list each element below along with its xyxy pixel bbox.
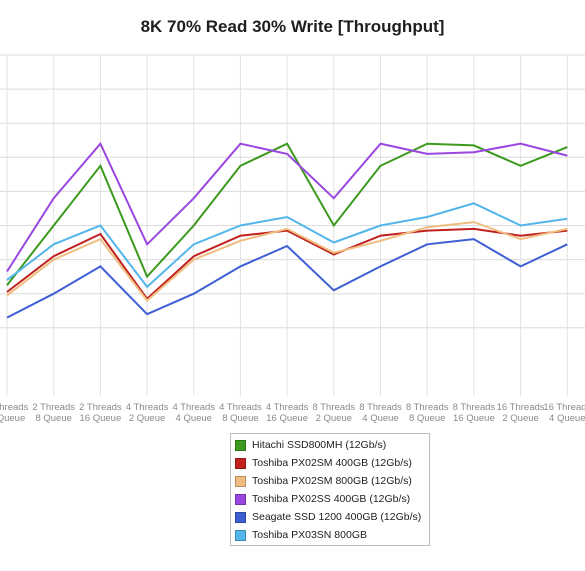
- x-tick-label: 8 Threads 16 Queue: [453, 402, 496, 424]
- legend-swatch: [235, 457, 246, 469]
- legend-item: Seagate SSD 1200 400GB (12Gb/s): [235, 508, 429, 526]
- x-tick-label: 4 Threads 16 Queue: [266, 402, 309, 424]
- x-tick-label: 4 Threads 8 Queue: [219, 402, 262, 424]
- chart-title: 8K 70% Read 30% Write [Throughput]: [140, 17, 445, 36]
- legend-swatch: [235, 475, 246, 487]
- x-tick-label: 2 Threads 16 Queue: [79, 402, 122, 424]
- legend-item: Toshiba PX02SS 400GB (12Gb/s): [235, 490, 429, 508]
- legend-label: Hitachi SSD800MH (12Gb/s): [252, 439, 387, 451]
- legend-item: Toshiba PX02SM 400GB (12Gb/s): [235, 454, 429, 472]
- x-tick-label: 8 Threads 2 Queue: [313, 402, 356, 424]
- legend-label: Toshiba PX02SS 400GB (12Gb/s): [252, 493, 411, 505]
- legend-swatch: [235, 511, 246, 523]
- legend-label: Toshiba PX02SM 400GB (12Gb/s): [252, 457, 412, 469]
- series-line: [6, 142, 568, 286]
- legend: Hitachi SSD800MH (12Gb/s) Toshiba PX02SM …: [230, 433, 430, 546]
- series-line: [6, 227, 568, 301]
- x-tick-label: 4 Threads 2 Queue: [126, 402, 169, 424]
- legend-swatch: [235, 529, 246, 541]
- legend-label: Toshiba PX03SN 800GB: [252, 529, 367, 541]
- x-tick-label: 8 Threads 4 Queue: [359, 402, 402, 424]
- series-line: [6, 141, 568, 273]
- legend-item: Hitachi SSD800MH (12Gb/s): [235, 436, 429, 454]
- legend-swatch: [235, 439, 246, 451]
- series-line: [6, 221, 568, 302]
- legend-label: Toshiba PX02SM 800GB (12Gb/s): [252, 475, 412, 487]
- legend-label: Seagate SSD 1200 400GB (12Gb/s): [252, 511, 422, 523]
- x-tick-label: 8 Threads 8 Queue: [406, 402, 449, 424]
- legend-item: Toshiba PX03SN 800GB: [235, 526, 429, 544]
- x-tick-label: 16 Threads 2 Queue: [497, 402, 545, 424]
- legend-swatch: [235, 493, 246, 505]
- x-tick-label: 2 Threads 8 Queue: [32, 402, 75, 424]
- series-line: [6, 238, 568, 319]
- grid-lines: [0, 54, 585, 396]
- legend-item: Toshiba PX02SM 800GB (12Gb/s): [235, 472, 429, 490]
- series-line: [6, 202, 568, 289]
- x-tick-label: 4 Threads 4 Queue: [172, 402, 215, 424]
- series-lines: [6, 141, 568, 319]
